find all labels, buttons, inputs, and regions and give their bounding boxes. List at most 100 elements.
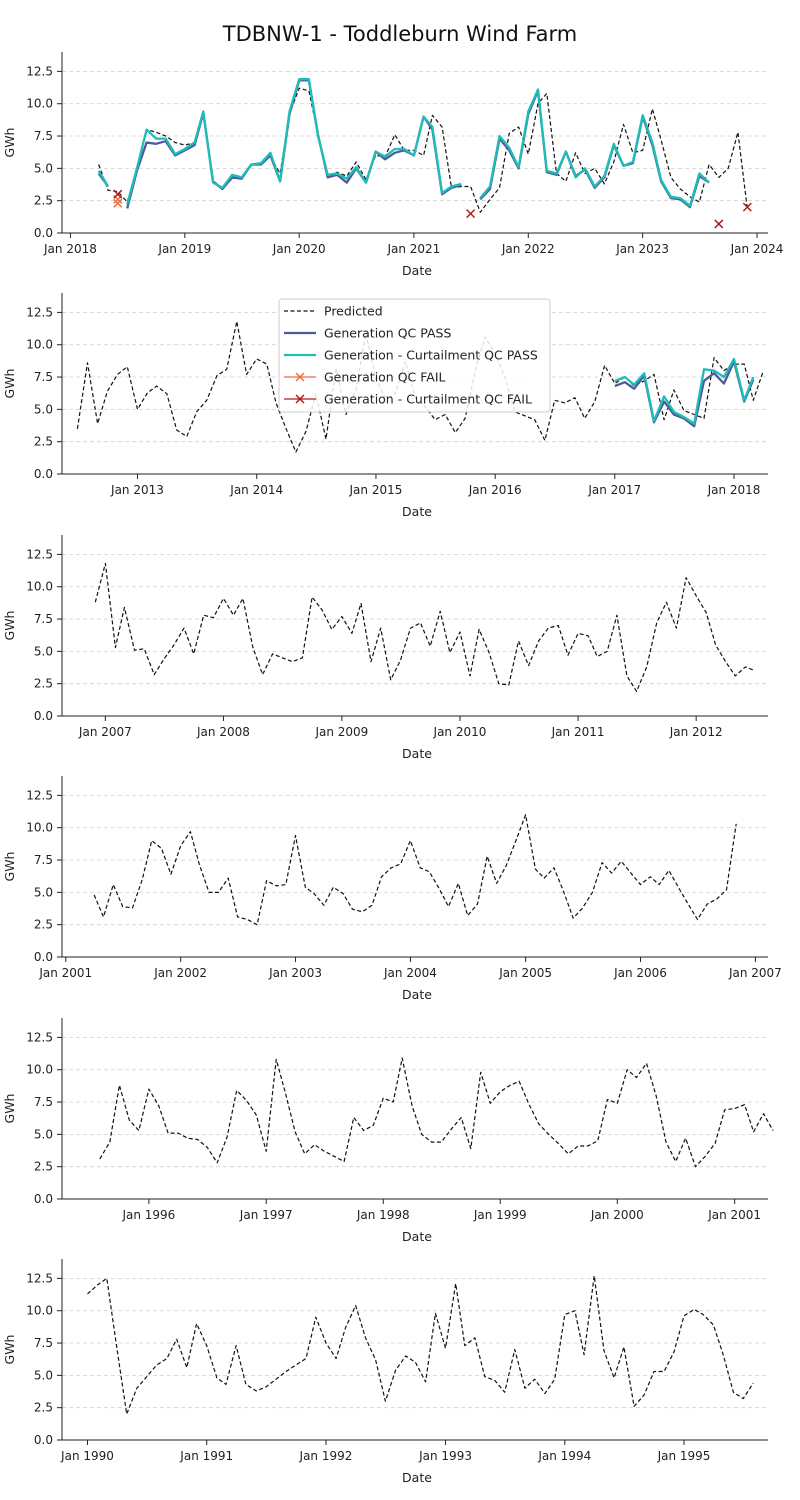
y-tick-label: 10.0	[26, 97, 53, 111]
y-tick-label: 0.0	[34, 226, 53, 240]
x-tick-label: Jan 2008	[196, 725, 250, 739]
y-tick-label: 5.0	[34, 161, 53, 175]
y-tick-label: 7.5	[34, 129, 53, 143]
legend-item: Generation QC PASS	[284, 326, 451, 341]
y-tick-label: 10.0	[26, 821, 53, 835]
panel-4: 0.0 2.5 5.0 7.5 10.0 12.5 Jan 2001 Jan 2002 Jan …	[2, 776, 782, 1002]
legend-label: Generation - Curtailment QC PASS	[324, 348, 538, 363]
x-tick-label: Jan 1993	[418, 1449, 472, 1463]
panel-3: 0.0 2.5 5.0 7.5 10.0 12.5 Jan 2007 Jan 2008 Jan …	[2, 535, 768, 761]
x-tick-label: Jan 2014	[229, 483, 283, 497]
x-tick-label: Jan 2009	[314, 725, 368, 739]
y-tick-label: 10.0	[26, 1304, 53, 1318]
y-axis-label: GWh	[2, 128, 17, 158]
y-tick-label: 12.5	[26, 788, 53, 802]
y-axis-label: GWh	[2, 611, 17, 641]
x-tick-label: Jan 2006	[613, 966, 667, 980]
y-tick-label: 0.0	[34, 950, 53, 964]
legend-item: Generation - Curtailment QC PASS	[284, 348, 538, 363]
y-tick-label: 2.5	[34, 677, 53, 691]
generation-curtailment-qc-pass-line	[97, 78, 710, 207]
generation-curtailment-qc-fail-marker	[742, 202, 752, 212]
panel-6: 0.0 2.5 5.0 7.5 10.0 12.5 Jan 1990 Jan 1991 Jan …	[2, 1259, 768, 1485]
y-tick-label: 7.5	[34, 1336, 53, 1350]
y-tick-label: 2.5	[34, 194, 53, 208]
x-tick-label: Jan 2010	[433, 725, 487, 739]
y-tick-label: 0.0	[34, 1192, 53, 1206]
y-tick-label: 12.5	[26, 547, 53, 561]
predicted-line	[93, 814, 737, 926]
legend-label: Generation QC PASS	[324, 326, 451, 341]
legend: Predicted Generation QC PASS Generation - …	[278, 298, 551, 413]
y-tick-label: 10.0	[26, 1063, 53, 1077]
y-axis-label: GWh	[2, 369, 17, 399]
x-tick-label: Jan 2013	[110, 483, 164, 497]
x-tick-label: Jan 2020	[272, 242, 326, 256]
x-tick-label: Jan 1998	[356, 1208, 410, 1222]
y-tick-label: 2.5	[34, 435, 53, 449]
x-tick-label: Jan 2007	[728, 966, 782, 980]
generation-curtailment-qc-fail-marker	[466, 209, 476, 219]
y-tick-label: 5.0	[34, 885, 53, 899]
generation-curtailment-qc-pass-line	[614, 357, 755, 425]
generation-curtailment-qc-fail-marker	[113, 189, 123, 199]
y-tick-label: 0.0	[34, 1433, 53, 1447]
x-tick-label: Jan 1995	[657, 1449, 711, 1463]
legend-item: Generation QC FAIL	[284, 370, 446, 385]
x-axis-label: Date	[402, 1229, 432, 1244]
y-axis-label: GWh	[2, 1335, 17, 1365]
x-tick-label: Jan 2001	[707, 1208, 761, 1222]
y-tick-label: 10.0	[26, 338, 53, 352]
x-tick-label: Jan 2021	[386, 242, 440, 256]
x-tick-label: Jan 1991	[179, 1449, 233, 1463]
panel-1: 0.0 2.5 5.0 7.5 10.0 12.5 Jan 2018 Jan 2019 Jan …	[2, 52, 783, 278]
x-tick-label: Jan 2024	[730, 242, 784, 256]
y-tick-label: 0.0	[34, 709, 53, 723]
y-tick-label: 5.0	[34, 1368, 53, 1382]
x-tick-label: Jan 1999	[473, 1208, 527, 1222]
y-tick-label: 10.0	[26, 580, 53, 594]
y-tick-label: 12.5	[26, 305, 53, 319]
legend-label: Generation - Curtailment QC FAIL	[324, 392, 532, 407]
y-tick-label: 0.0	[34, 467, 53, 481]
x-tick-label: Jan 2004	[383, 966, 437, 980]
x-axis-label: Date	[402, 504, 432, 519]
y-tick-label: 5.0	[34, 644, 53, 658]
x-tick-label: Jan 2011	[551, 725, 605, 739]
x-tick-label: Jan 1990	[60, 1449, 114, 1463]
x-tick-label: Jan 2018	[707, 483, 761, 497]
legend-item: Generation - Curtailment QC FAIL	[284, 392, 532, 407]
x-tick-label: Jan 2002	[153, 966, 207, 980]
x-tick-label: Jan 2000	[590, 1208, 644, 1222]
x-axis-label: Date	[402, 746, 432, 761]
predicted-line	[98, 87, 748, 213]
y-tick-label: 12.5	[26, 64, 53, 78]
y-tick-label: 7.5	[34, 370, 53, 384]
y-tick-label: 2.5	[34, 1160, 53, 1174]
x-tick-label: Jan 1992	[299, 1449, 353, 1463]
x-axis-label: Date	[402, 987, 432, 1002]
legend-label: Predicted	[324, 304, 383, 319]
predicted-line	[94, 562, 756, 692]
x-tick-label: Jan 2018	[43, 242, 97, 256]
x-tick-label: Jan 2017	[587, 483, 641, 497]
x-tick-label: Jan 1996	[121, 1208, 175, 1222]
generation-qc-fail-marker	[113, 198, 123, 208]
x-tick-label: Jan 2007	[78, 725, 132, 739]
x-tick-label: Jan 2015	[349, 483, 403, 497]
legend-item: Predicted	[284, 304, 383, 319]
figure-title: TDBNW-1 - Toddleburn Wind Farm	[222, 22, 578, 46]
generation-curtailment-qc-fail-marker	[714, 219, 724, 229]
y-tick-label: 2.5	[34, 1401, 53, 1415]
x-tick-label: Jan 2023	[615, 242, 669, 256]
predicted-line	[99, 1057, 774, 1168]
x-axis-label: Date	[402, 1470, 432, 1485]
y-tick-label: 7.5	[34, 612, 53, 626]
y-axis-label: GWh	[2, 1094, 17, 1124]
x-tick-label: Jan 2012	[669, 725, 723, 739]
y-tick-label: 12.5	[26, 1030, 53, 1044]
legend-box	[278, 298, 551, 413]
y-tick-label: 5.0	[34, 402, 53, 416]
